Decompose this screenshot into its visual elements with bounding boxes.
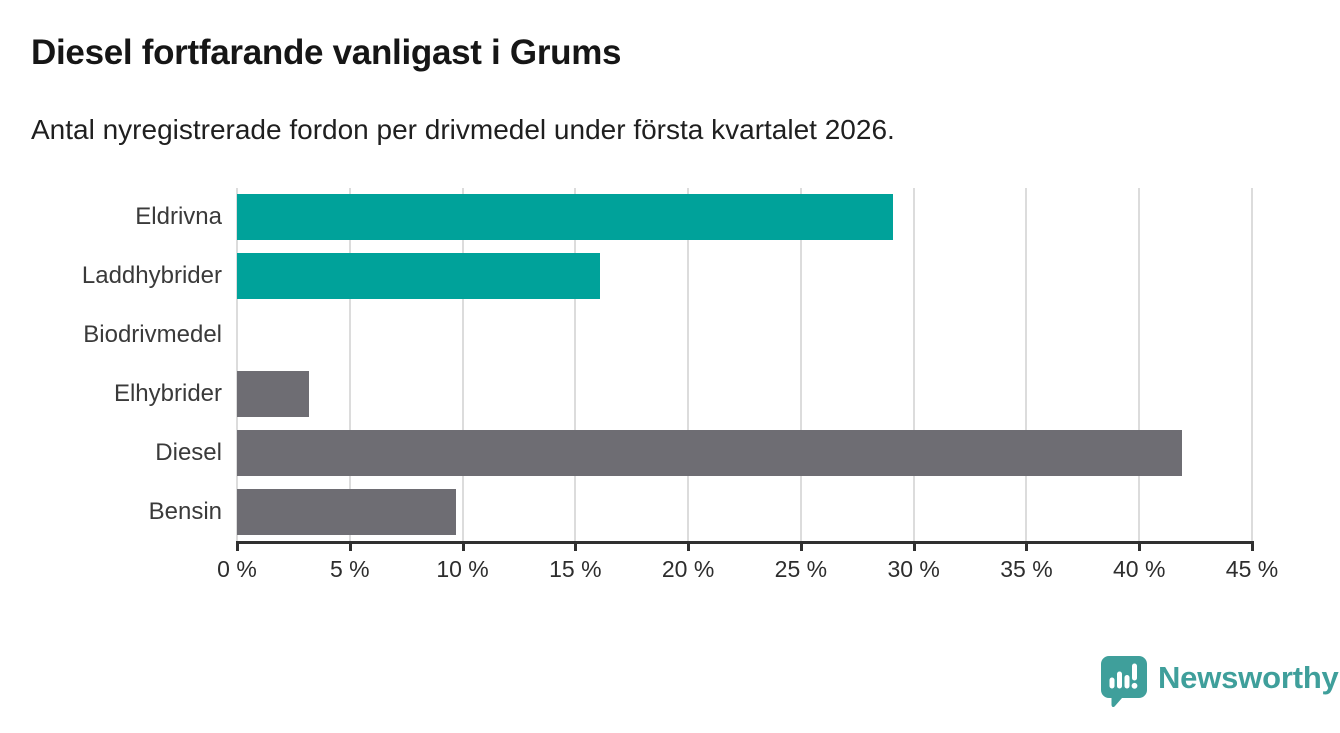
x-tick-mark-35	[1025, 541, 1029, 551]
gridline-25	[799, 188, 802, 541]
category-label-eldrivna: Eldrivna	[135, 203, 222, 231]
bar-bensin	[237, 488, 456, 535]
newsworthy-logo: Newsworthy	[1100, 655, 1339, 707]
x-axis-tick-labels: 0 % 5 % 10 % 15 % 20 % 25 % 30 % 35 % 40 % 45 %	[217, 556, 1278, 590]
chart-subtitle: Antal nyregistrerade fordon per drivmede…	[31, 114, 895, 145]
x-tick-label-25: 25 %	[774, 556, 828, 582]
gridline-35	[1025, 188, 1028, 541]
x-tick-label-5: 5 %	[329, 556, 370, 582]
gridline-10	[461, 188, 464, 541]
chart-title: Diesel fortfarande vanligast i Grums	[31, 33, 622, 72]
gridline-15	[574, 188, 577, 541]
x-tick-mark-45	[1251, 541, 1254, 551]
x-tick-mark-15	[574, 541, 578, 551]
category-label-biodrivmedel: Biodrivmedel	[83, 321, 222, 349]
gridline-30	[912, 188, 915, 541]
x-tick-label-30: 30 %	[887, 556, 940, 582]
x-tick-label-0: 0 %	[217, 556, 257, 582]
newsworthy-logo-icon	[1101, 656, 1147, 707]
gridline-40	[1138, 188, 1141, 541]
x-tick-label-40: 40 %	[1113, 556, 1166, 582]
x-tick-mark-5	[348, 541, 352, 551]
gridline-45	[1251, 188, 1253, 541]
bar-diesel	[237, 429, 1183, 476]
category-label-elhybrider: Elhybrider	[113, 379, 222, 407]
x-tick-mark-10	[461, 541, 465, 551]
x-tick-mark-20	[687, 541, 691, 551]
category-label-bensin: Bensin	[148, 497, 222, 525]
x-tick-mark-40	[1138, 541, 1142, 551]
x-tick-mark-25	[799, 541, 803, 551]
newsworthy-logo-text: Newsworthy	[1158, 660, 1339, 695]
gridline-20	[687, 188, 690, 541]
gridline-0	[236, 188, 238, 541]
bar-eldrivna	[237, 194, 894, 241]
category-label-laddhybrider: Laddhybrider	[81, 262, 222, 290]
bar-laddhybrider	[237, 253, 601, 300]
x-tick-label-45: 45 %	[1225, 556, 1279, 582]
x-tick-label-20: 20 %	[661, 556, 715, 582]
bar-elhybrider	[237, 370, 310, 417]
x-tick-label-15: 15 %	[549, 556, 602, 582]
x-tick-mark-0	[236, 541, 239, 551]
x-tick-label-35: 35 %	[1000, 556, 1053, 582]
gridline-5	[348, 188, 351, 541]
y-axis-category-labels: Eldrivna Laddhybrider Biodrivmedel Elhybrid…	[0, 188, 222, 541]
x-tick-label-10: 10 %	[436, 556, 489, 582]
x-tick-mark-30	[912, 541, 916, 551]
plot-area	[236, 188, 1254, 551]
category-label-diesel: Diesel	[155, 438, 222, 466]
x-axis-line	[236, 541, 1253, 544]
